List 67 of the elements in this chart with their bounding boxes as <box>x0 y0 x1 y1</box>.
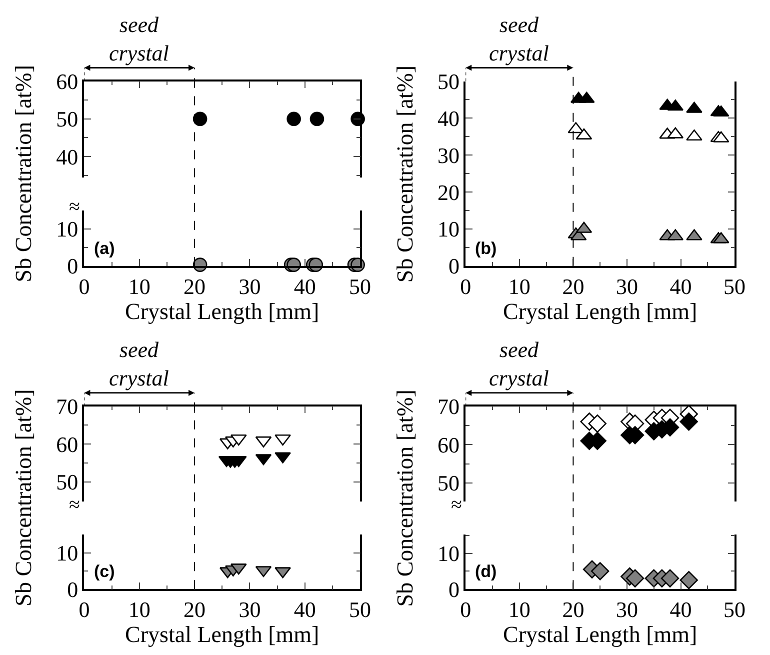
y-tick-label: 10 <box>437 540 460 566</box>
x-tick-label: 20 <box>562 597 584 622</box>
x-axis-title: Crystal Length [mm] <box>125 299 320 324</box>
x-axis-title: Crystal Length [mm] <box>502 622 698 648</box>
x-tick-label: 30 <box>238 274 261 300</box>
annotation: (d) <box>475 562 497 581</box>
y-tick-label: 50 <box>56 469 78 494</box>
x-tick-label: 10 <box>508 274 530 300</box>
x-tick-label: 30 <box>616 597 638 622</box>
y-tick-label: 20 <box>437 180 460 205</box>
point <box>660 569 680 588</box>
y-tick-label: 10 <box>56 216 78 242</box>
ref-line-label: seed crystal <box>489 12 549 66</box>
annotation: (c) <box>94 562 115 581</box>
x-tick-label: 50 <box>724 274 746 300</box>
x-tick-label: 50 <box>349 274 372 300</box>
y-tick-label: 50 <box>56 106 78 132</box>
y-axis-title: Sb Concentration [at%] <box>392 390 418 607</box>
y-tick-label: 40 <box>56 144 78 170</box>
point <box>588 414 607 433</box>
text: ≈ <box>451 494 462 516</box>
x-tick-label: 40 <box>670 274 692 300</box>
x-tick-label: 10 <box>128 274 150 300</box>
text: ≈ <box>69 196 80 218</box>
x-tick-label: 20 <box>562 274 584 300</box>
y-tick-label: 30 <box>437 142 460 168</box>
point <box>626 569 644 588</box>
y-tick-label: 10 <box>56 540 78 566</box>
text: ≈ <box>69 494 80 516</box>
y-tick-label: 70 <box>56 394 78 420</box>
x-axis-title: Crystal Length [mm] <box>502 299 698 324</box>
y-tick-label: 50 <box>437 68 460 94</box>
y-axis-title: Sb Concentration [at%] <box>11 65 36 282</box>
ref-line-label: seed crystal <box>109 337 169 391</box>
y-tick-label: 10 <box>437 216 460 242</box>
x-tick-label: 40 <box>294 274 316 300</box>
point <box>590 562 610 580</box>
x-tick-label: 10 <box>508 597 530 622</box>
y-tick-label: 0 <box>448 254 460 279</box>
y-tick-label: 40 <box>437 106 460 131</box>
x-tick-label: 50 <box>724 597 746 622</box>
ref-line-label: seed crystal <box>489 337 549 391</box>
x-tick-label: 20 <box>184 597 206 622</box>
x-tick-label: 30 <box>238 597 261 622</box>
x-tick-label: 10 <box>128 597 150 622</box>
y-tick-label: 60 <box>56 68 78 94</box>
y-tick-label: 60 <box>437 432 460 458</box>
point <box>680 571 698 590</box>
x-tick-label: 50 <box>349 597 372 622</box>
x-tick-label: 40 <box>294 597 316 622</box>
x-axis-title: Crystal Length [mm] <box>125 622 320 648</box>
y-axis-title: Sb Concentration [at%] <box>392 65 418 283</box>
annotation: (a) <box>94 239 115 258</box>
point <box>712 105 730 117</box>
y-tick-label: 0 <box>448 576 460 602</box>
y-tick-label: 0 <box>67 254 78 279</box>
x-tick-label: 40 <box>670 597 692 622</box>
annotation: (b) <box>475 239 497 258</box>
y-tick-label: 0 <box>67 576 78 602</box>
y-tick-label: 50 <box>437 470 460 496</box>
x-tick-label: 20 <box>184 274 206 300</box>
y-axis-title: Sb Concentration [at%] <box>10 389 36 606</box>
point <box>680 412 698 431</box>
x-tick-label: 30 <box>616 274 638 300</box>
y-tick-label: 70 <box>437 394 460 420</box>
y-tick-label: 60 <box>56 432 78 457</box>
ref-line-label: seed crystal <box>109 12 169 66</box>
